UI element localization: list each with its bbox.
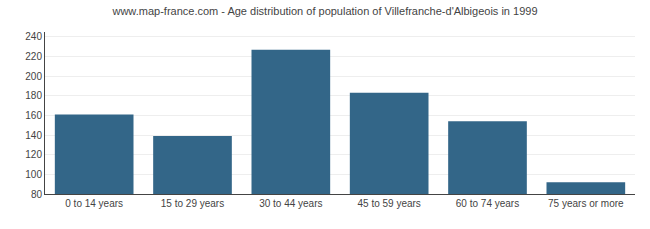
svg-text:45 to 59 years: 45 to 59 years xyxy=(357,198,420,209)
svg-text:30 to 44 years: 30 to 44 years xyxy=(259,198,322,209)
svg-text:140: 140 xyxy=(25,130,42,141)
svg-text:100: 100 xyxy=(25,169,42,180)
svg-text:160: 160 xyxy=(25,110,42,121)
svg-text:180: 180 xyxy=(25,90,42,101)
svg-text:80: 80 xyxy=(31,189,43,200)
svg-text:www.map-france.com - Age distr: www.map-france.com - Age distribution of… xyxy=(111,5,537,17)
svg-text:200: 200 xyxy=(25,71,42,82)
svg-text:60 to 74 years: 60 to 74 years xyxy=(456,198,519,209)
svg-text:120: 120 xyxy=(25,149,42,160)
svg-text:0 to 14 years: 0 to 14 years xyxy=(65,198,123,209)
svg-text:240: 240 xyxy=(25,31,42,42)
svg-text:75 years or more: 75 years or more xyxy=(548,198,624,209)
svg-text:15 to 29 years: 15 to 29 years xyxy=(161,198,224,209)
svg-text:220: 220 xyxy=(25,51,42,62)
